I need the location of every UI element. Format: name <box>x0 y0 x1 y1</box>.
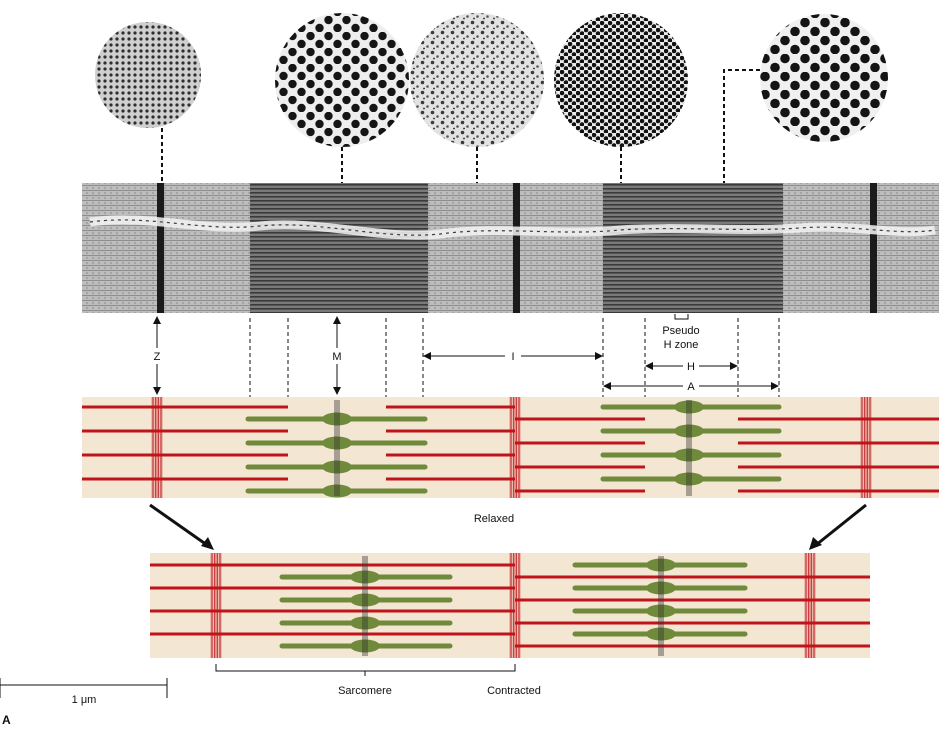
m-line <box>334 400 340 496</box>
contracted-schematic <box>150 553 870 658</box>
z-disc-contracted-1 <box>210 553 222 658</box>
sarcomere-label: Sarcomere <box>338 685 392 697</box>
relaxed-schematic <box>82 397 939 498</box>
m-line <box>658 556 664 656</box>
transition-arrows <box>149 503 867 550</box>
pseudo-h-label-line2: H zone <box>664 339 699 351</box>
z-line-3 <box>870 183 877 313</box>
z-disc-relaxed-2 <box>509 397 521 498</box>
i-label: I <box>511 351 514 363</box>
panel-label: A <box>2 713 11 727</box>
circle-leader-lines <box>161 69 760 190</box>
h-zone-cross-section <box>760 14 888 142</box>
m-line <box>362 556 368 656</box>
a-label: A <box>687 381 695 393</box>
scale-bar <box>0 678 168 698</box>
electron-micrograph <box>82 183 939 313</box>
z-label: Z <box>154 351 161 363</box>
a-band-right <box>603 183 783 313</box>
z-disc-relaxed-1 <box>151 397 163 498</box>
a-band-left <box>250 183 428 313</box>
scale-bar-label: 1 μm <box>72 694 97 706</box>
z-disc-cross-section <box>95 22 201 128</box>
dimension-labels: Z M I H A Pseudo H zone <box>150 325 700 393</box>
m-line-cross-section <box>275 13 409 147</box>
z-disc-relaxed-3 <box>860 397 872 498</box>
i-band-cross-section <box>410 13 544 147</box>
m-label: M <box>332 351 341 363</box>
pseudo-h-label-line1: Pseudo <box>662 325 699 337</box>
transition-arrow-left <box>149 503 208 547</box>
z-line-1 <box>157 183 164 313</box>
contracted-label: Contracted <box>487 685 541 697</box>
z-disc-contracted-3 <box>804 553 816 658</box>
m-line <box>686 400 692 496</box>
z-disc-contracted-2 <box>509 553 521 658</box>
leader-h <box>723 69 760 190</box>
sarcomere-bracket <box>215 664 516 676</box>
a-band-cross-section <box>554 13 688 147</box>
cross-section-circles <box>95 13 888 147</box>
h-label: H <box>687 361 695 373</box>
z-line-2 <box>513 183 520 313</box>
relaxed-label: Relaxed <box>474 513 514 525</box>
transition-arrow-right <box>815 503 867 547</box>
